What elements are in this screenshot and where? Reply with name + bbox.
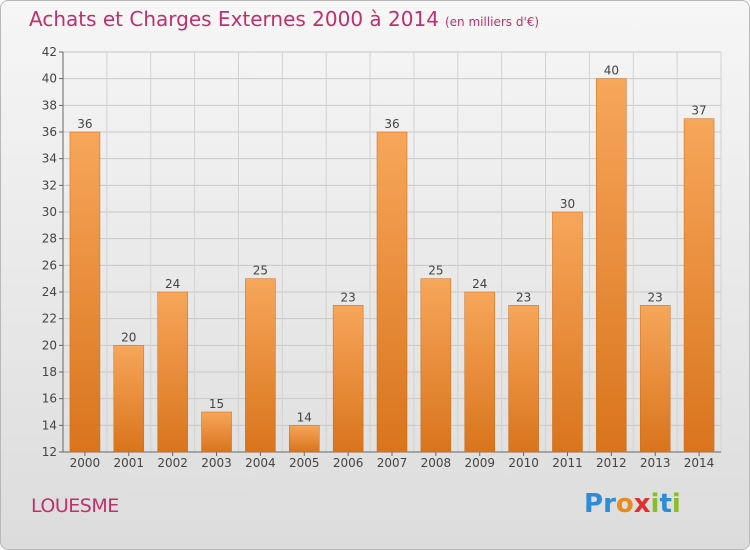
data-label: 36 [77,117,92,131]
x-tick-label: 2013 [640,456,671,470]
logo-letter: t [659,489,672,519]
x-tick-label: 2008 [421,456,452,470]
bar [157,291,188,453]
y-tick-label: 18 [42,365,57,379]
y-tick-label: 20 [42,338,57,352]
logo-letter: P [584,489,604,519]
bar [508,305,539,453]
x-tick-label: 2014 [684,456,715,470]
x-tick-label: 2005 [289,456,320,470]
y-tick-label: 16 [42,392,57,406]
y-tick-label: 14 [42,418,57,432]
x-tick-label: 2012 [596,456,627,470]
data-label: 36 [384,117,399,131]
bars [69,78,715,453]
bar [289,425,320,453]
data-label: 23 [340,290,355,304]
bar [683,118,715,453]
data-label: 24 [165,277,180,291]
bar [639,305,671,453]
y-tick-label: 38 [42,98,57,112]
data-label: 25 [253,264,268,278]
x-tick-label: 2011 [552,456,583,470]
data-label: 37 [691,104,706,118]
bar [376,131,408,453]
x-tick-label: 2003 [201,456,232,470]
logo-letter: x [633,489,651,519]
labels: 12 14 16 18 20 22 24 26 28 30 32 34 36 38 40 42 2000 36 20… [42,45,715,470]
bar [596,78,627,453]
logo-letter: i [671,489,681,519]
chart-title-text: Achats et Charges Externes 2000 à 2014 [29,7,439,31]
logo-letter: i [650,489,660,519]
chart-subtitle: (en milliers d'€) [444,15,540,29]
y-tick-label: 30 [42,205,57,219]
y-tick-label: 12 [42,445,57,459]
data-label: 30 [560,197,575,211]
bar [69,131,101,453]
y-tick-label: 28 [42,232,57,246]
data-label: 25 [428,264,443,278]
y-tick-label: 26 [42,258,57,272]
y-tick-label: 32 [42,178,57,192]
y-tick-label: 24 [42,285,57,299]
data-label: 14 [297,410,312,424]
data-label: 15 [209,397,224,411]
bar [552,211,583,453]
y-tick-label: 34 [42,152,57,166]
x-tick-label: 2010 [508,456,539,470]
data-label: 24 [472,277,487,291]
x-tick-label: 2007 [377,456,408,470]
bar [113,345,145,453]
proxiti-logo: Proxiti [584,489,681,519]
bar [201,411,232,453]
x-tick-label: 2001 [114,456,145,470]
data-label: 40 [604,64,619,78]
x-tick-label: 2004 [245,456,276,470]
data-label: 20 [121,330,136,344]
data-label: 23 [516,290,531,304]
logo-letter: r [603,489,616,519]
y-tick-label: 22 [42,312,57,326]
y-tick-label: 40 [42,72,57,86]
y-tick-label: 36 [42,125,57,139]
x-tick-label: 2009 [464,456,495,470]
bar [464,291,495,453]
x-tick-label: 2006 [333,456,364,470]
bar [245,278,276,453]
x-tick-label: 2000 [70,456,101,470]
bar [332,305,364,453]
y-tick-label: 42 [42,45,57,59]
location-label: LOUESME [31,495,119,517]
x-tick-label: 2002 [157,456,188,470]
logo-letter: o [615,489,634,519]
bar [420,278,452,453]
data-label: 23 [648,290,663,304]
chart-title: Achats et Charges Externes 2000 à 2014 (e… [29,7,539,31]
